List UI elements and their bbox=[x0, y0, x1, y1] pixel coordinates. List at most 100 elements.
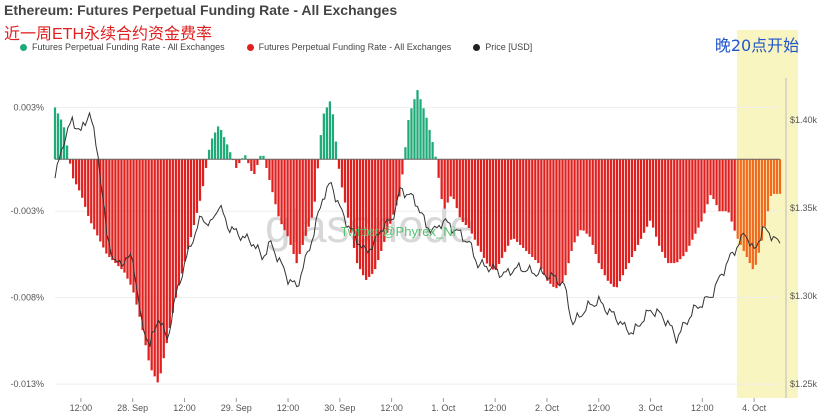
funding-bar bbox=[588, 159, 591, 237]
green-dot-icon bbox=[20, 43, 27, 51]
funding-bar bbox=[108, 159, 111, 258]
funding-bar bbox=[183, 159, 187, 262]
funding-bar bbox=[298, 159, 301, 254]
funding-bar bbox=[431, 142, 434, 160]
funding-bar bbox=[685, 159, 688, 252]
funding-bar bbox=[612, 159, 615, 287]
funding-bar bbox=[53, 107, 57, 160]
funding-bar bbox=[204, 159, 208, 168]
x-tick-label: 4. Oct bbox=[742, 403, 767, 413]
funding-bar bbox=[292, 159, 295, 254]
funding-bar bbox=[238, 159, 241, 164]
x-tick-label: 12:00 bbox=[587, 403, 610, 413]
funding-bar bbox=[510, 159, 513, 240]
funding-bar bbox=[380, 159, 383, 251]
funding-bar bbox=[78, 159, 81, 191]
funding-bar bbox=[213, 132, 217, 160]
funding-bar bbox=[156, 159, 159, 383]
funding-bar bbox=[712, 159, 715, 200]
left-axis-ticks: 0.003% -0.003% -0.008% -0.013% bbox=[10, 102, 44, 389]
funding-bar bbox=[289, 159, 292, 245]
funding-bar bbox=[150, 159, 153, 371]
funding-bar bbox=[506, 159, 510, 246]
funding-bar bbox=[748, 159, 751, 264]
funding-bar bbox=[349, 159, 353, 233]
funding-bar bbox=[195, 159, 199, 213]
x-tick-label: 12:00 bbox=[484, 403, 507, 413]
funding-bar bbox=[180, 159, 184, 274]
chart-title: Ethereum: Futures Perpetual Funding Rate… bbox=[4, 2, 398, 18]
funding-bar bbox=[525, 159, 528, 251]
y-tick-label-right: $1.35k bbox=[790, 203, 818, 213]
funding-bar bbox=[546, 159, 549, 281]
funding-bar bbox=[59, 119, 63, 160]
legend-item-price[interactable]: Price [USD] bbox=[473, 42, 532, 52]
funding-bar bbox=[322, 113, 325, 160]
funding-bar bbox=[259, 155, 262, 160]
funding-bar bbox=[443, 159, 446, 209]
funding-bar bbox=[733, 159, 736, 231]
funding-bar bbox=[171, 159, 174, 313]
funding-bar bbox=[633, 159, 637, 251]
chart-subtitle: 近一周ETH永续合约资金费率 bbox=[4, 26, 213, 43]
x-tick-label: 3. Oct bbox=[639, 403, 664, 413]
funding-bar bbox=[688, 159, 691, 246]
funding-bar bbox=[437, 159, 440, 178]
funding-bar bbox=[567, 159, 570, 264]
funding-bar bbox=[105, 159, 108, 254]
funding-bar bbox=[253, 159, 256, 174]
funding-bar bbox=[138, 159, 141, 317]
funding-bar bbox=[132, 159, 135, 293]
red-dot-icon bbox=[246, 43, 254, 51]
funding-bar bbox=[340, 159, 344, 188]
funding-bar bbox=[319, 135, 322, 160]
funding-bar bbox=[639, 159, 643, 239]
funding-bar bbox=[374, 159, 377, 270]
funding-bar bbox=[461, 159, 464, 222]
funding-bar bbox=[123, 159, 126, 273]
x-tick-label: 12:00 bbox=[173, 403, 196, 413]
funding-bar bbox=[552, 159, 555, 287]
funding-bar bbox=[636, 159, 640, 245]
funding-bar bbox=[464, 159, 467, 226]
funding-bar bbox=[757, 159, 760, 253]
legend-label: Futures Perpetual Funding Rate - All Exc… bbox=[32, 42, 225, 52]
funding-bar bbox=[503, 159, 507, 252]
funding-bar bbox=[256, 159, 259, 165]
y-tick-label-left: -0.008% bbox=[10, 293, 44, 303]
funding-bar bbox=[262, 155, 265, 160]
funding-bar bbox=[247, 159, 250, 164]
funding-bar bbox=[700, 159, 703, 222]
funding-bar bbox=[346, 159, 350, 218]
funding-bar bbox=[398, 159, 401, 197]
funding-bar bbox=[497, 159, 501, 264]
funding-bar bbox=[153, 159, 156, 377]
funding-bar bbox=[522, 159, 525, 248]
funding-bar bbox=[670, 159, 673, 264]
funding-bar bbox=[210, 138, 214, 160]
x-tick-label: 1. Oct bbox=[431, 403, 456, 413]
right-axis-ticks: $1.40k $1.35k $1.30k $1.25k bbox=[785, 78, 818, 398]
funding-bar bbox=[386, 159, 389, 233]
funding-bar bbox=[328, 101, 332, 160]
funding-bar bbox=[90, 159, 93, 224]
funding-bar bbox=[198, 159, 202, 201]
legend-item-positive-funding[interactable]: Futures Perpetual Funding Rate - All Exc… bbox=[20, 42, 225, 52]
funding-bar bbox=[250, 159, 253, 171]
funding-bar bbox=[609, 159, 612, 284]
funding-bar bbox=[162, 159, 165, 359]
funding-bar bbox=[491, 159, 495, 270]
funding-bar bbox=[534, 159, 537, 261]
funding-bar bbox=[201, 159, 205, 187]
funding-bar bbox=[645, 159, 649, 227]
funding-bar bbox=[274, 159, 277, 205]
funding-bar bbox=[667, 159, 670, 264]
funding-bar bbox=[488, 159, 492, 267]
legend-item-negative-funding[interactable]: Futures Perpetual Funding Rate - All Exc… bbox=[246, 42, 451, 52]
annotation-note: 晚20点开始 bbox=[715, 36, 799, 55]
funding-bar bbox=[241, 158, 244, 160]
funding-bar bbox=[516, 159, 519, 242]
funding-bars bbox=[53, 90, 782, 383]
x-tick-label: 30. Sep bbox=[324, 403, 355, 413]
funding-bar bbox=[485, 159, 489, 264]
